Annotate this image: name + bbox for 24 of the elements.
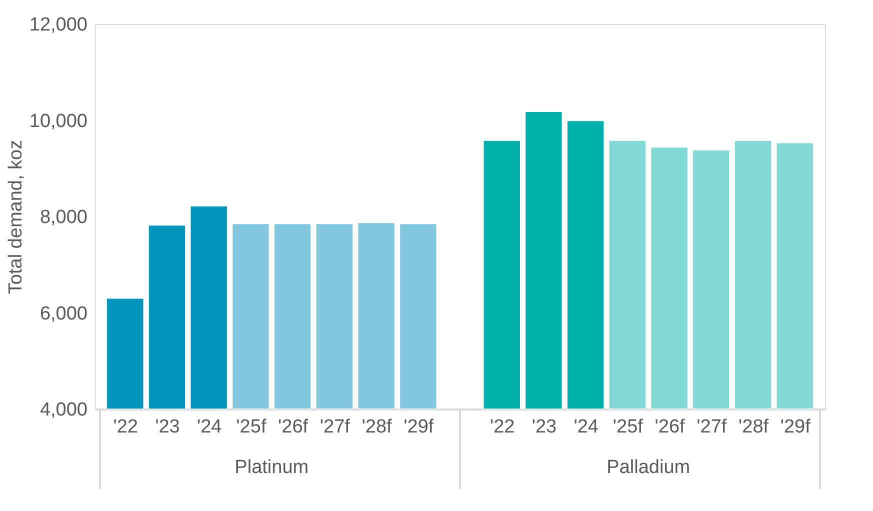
y-tick-label: 8,000 — [40, 207, 88, 228]
x-tick-label: '29f — [780, 416, 812, 438]
x-tick-label: '29f — [404, 416, 434, 438]
text: Palladium — [606, 457, 690, 478]
x-tick-label: '22 — [490, 416, 515, 438]
y-axis-title: Total demand, koz — [5, 140, 26, 294]
x-tick-label: '27f — [696, 416, 728, 438]
text: Platinum — [234, 457, 309, 478]
x-tick-label: '27f — [320, 416, 351, 438]
x-tick-label: '25f — [612, 416, 644, 438]
y-tick-label: 10,000 — [29, 110, 88, 132]
y-tick-label: 6,000 — [40, 303, 88, 324]
x-tick-label: '26f — [654, 416, 686, 438]
x-tick-label: '24 — [574, 416, 599, 438]
x-tick-label: '23 — [532, 416, 557, 438]
x-tick-label: '28f — [738, 416, 770, 438]
y-tick-label: 4,000 — [40, 400, 88, 420]
x-tick-label: '23 — [155, 416, 180, 438]
x-tick-label: '24 — [196, 416, 222, 438]
x-tick-label: '26f — [278, 416, 309, 438]
x-tick-label: '25f — [236, 416, 267, 438]
x-tick-label: '22 — [113, 416, 138, 438]
y-tick-label: 12,000 — [29, 14, 88, 36]
x-tick-label: '28f — [362, 416, 393, 438]
